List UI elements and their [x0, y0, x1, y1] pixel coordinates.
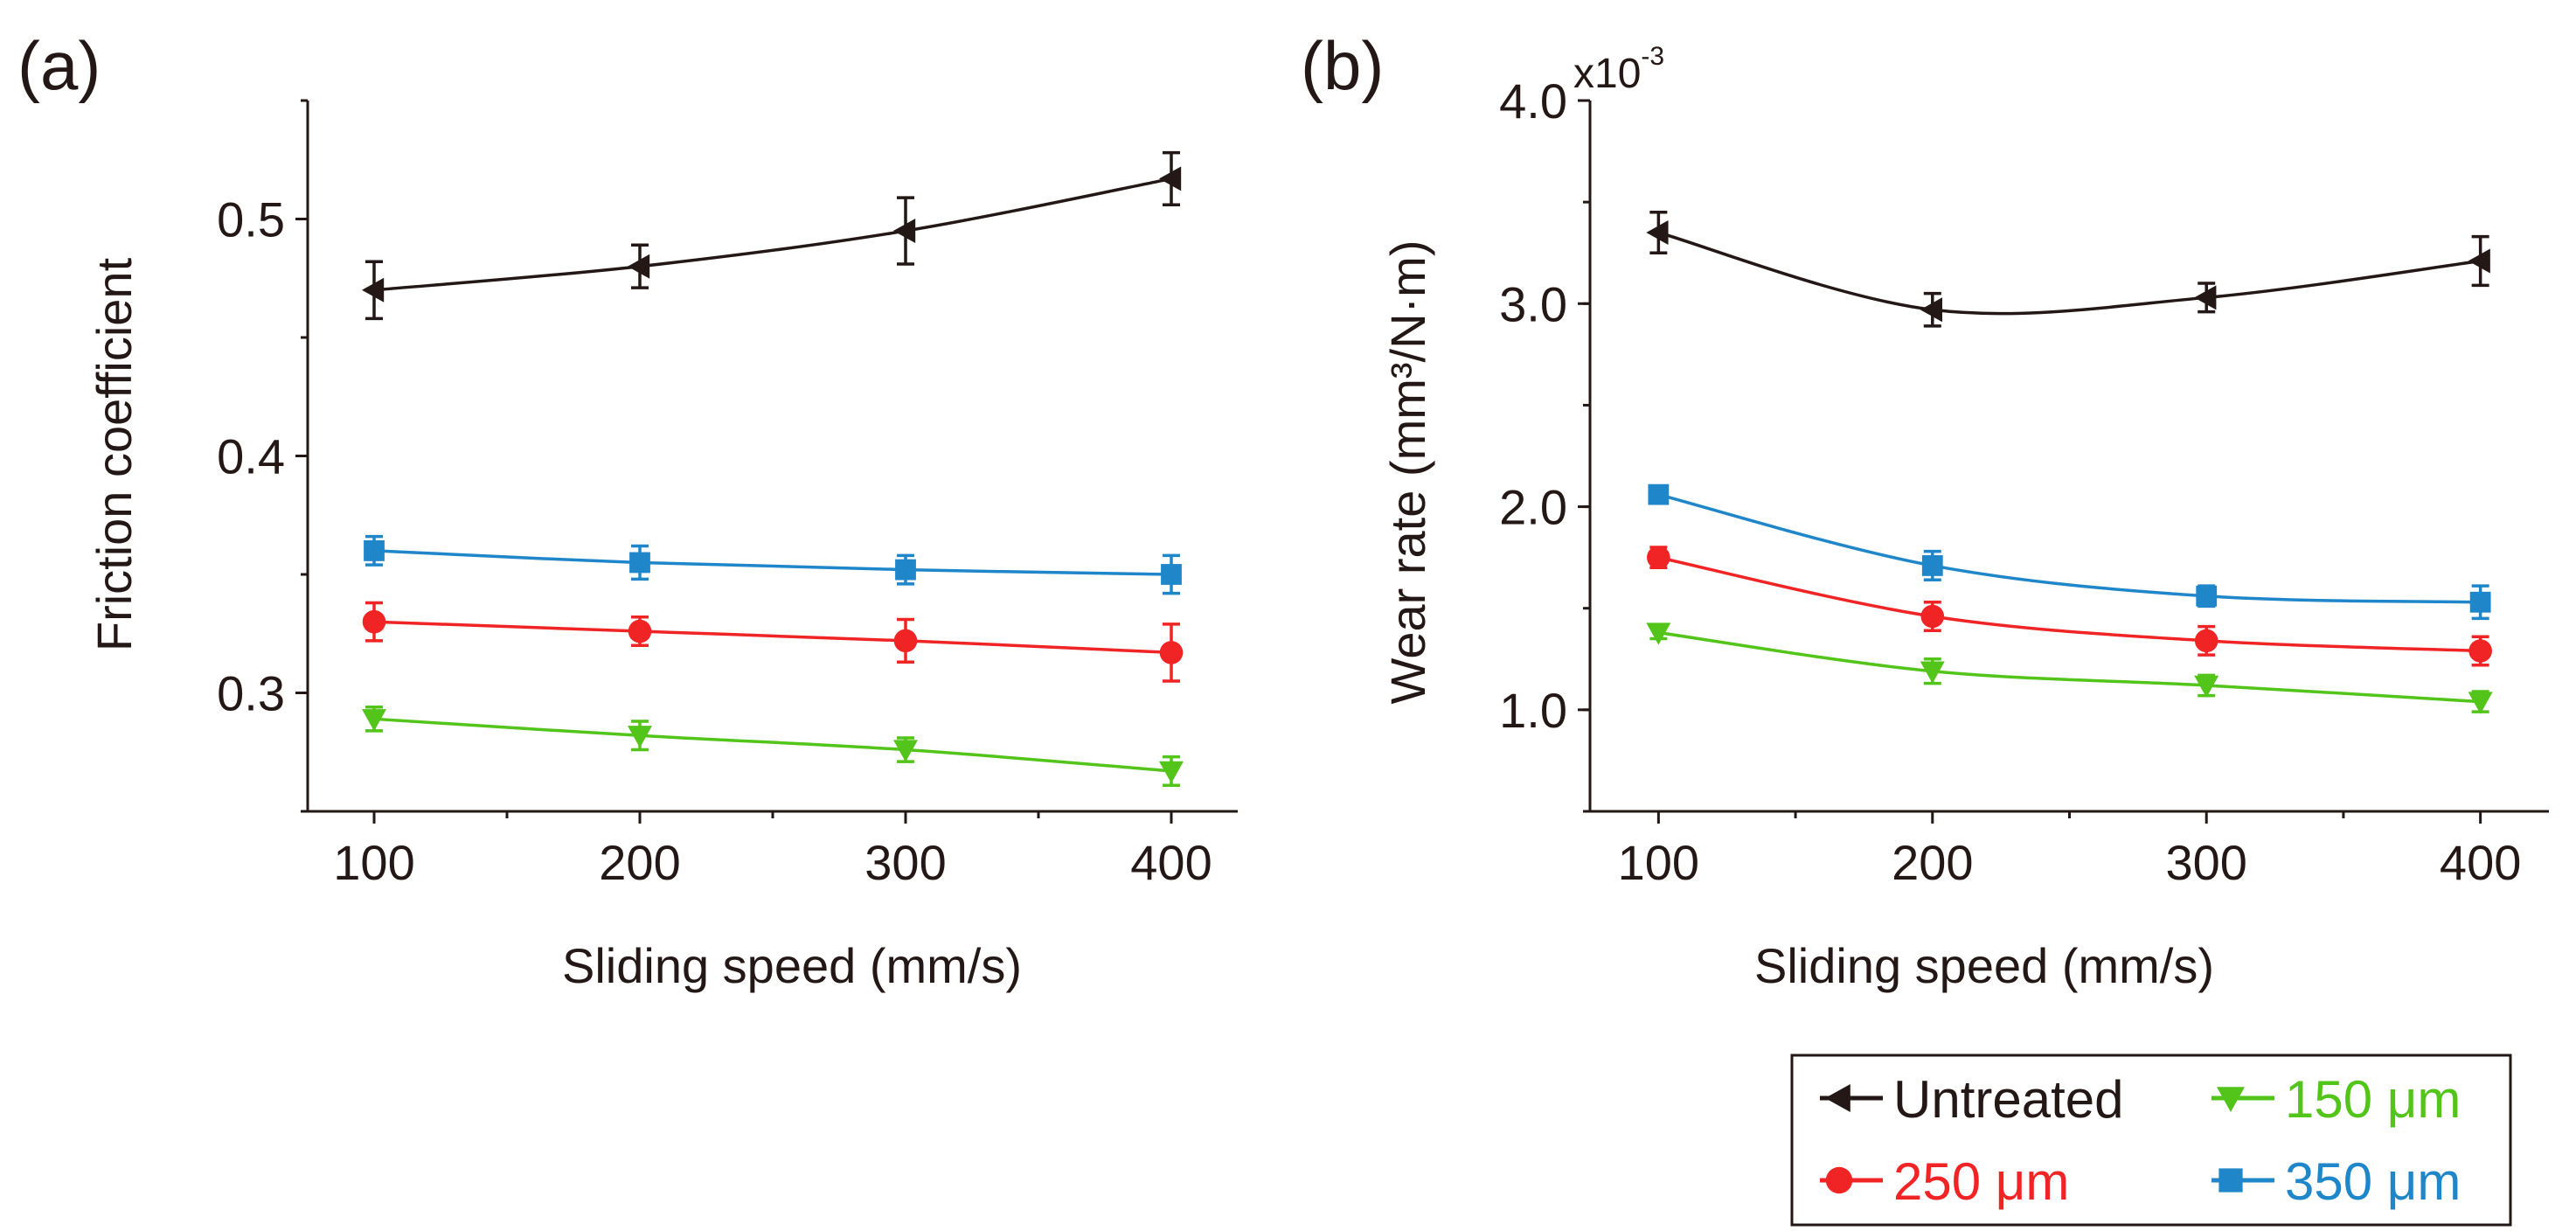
- panel-b: (b) 100 200 300 400 1.0 2.0 3.0 4.0 Sliding spe…: [1301, 27, 2549, 993]
- panel-b-y-tick-label: 2.0: [1499, 480, 1567, 535]
- legend-item-um250: 250 μm: [1820, 1152, 2069, 1211]
- panel-a-point-um350: [1161, 564, 1182, 585]
- legend-marker-um350: [2218, 1168, 2243, 1193]
- panel-b-x-tick-label: 300: [2165, 835, 2246, 890]
- panel-b-y-axis-label: Wear rate (mm³/N·m): [1380, 240, 1435, 705]
- panel-a-series-line-um250: [373, 620, 1172, 655]
- panel-a-series-line-um350: [373, 549, 1172, 576]
- panel-b-series-line-um350: [1657, 492, 2481, 604]
- panel-a-x-tick-label: 400: [1130, 835, 1212, 890]
- panel-b-point-untreated: [2194, 285, 2217, 310]
- panel-a-series-um250: [362, 601, 1184, 683]
- legend-item-um350: 350 μm: [2211, 1152, 2461, 1211]
- panel-b-chart: 100 200 300 400 1.0 2.0 3.0 4.0: [1499, 73, 2549, 890]
- panel-a-x-tick-label: 200: [599, 835, 680, 890]
- panel-a-point-um250: [893, 629, 918, 653]
- panel-a-series-untreated: [362, 150, 1182, 321]
- panel-b-series-line-untreated: [1657, 231, 2481, 316]
- panel-b-series-um350: [1648, 483, 2491, 621]
- panel-b-point-um250: [2194, 629, 2218, 653]
- panel-a-series-line-untreated: [373, 177, 1172, 292]
- panel-b-series-line-um250: [1657, 555, 2481, 653]
- panel-b-point-um250: [1920, 604, 1945, 629]
- panel-b-scale-base: x10: [1573, 51, 1641, 97]
- panel-a-point-untreated: [362, 277, 385, 303]
- panel-a-point-untreated: [893, 219, 916, 244]
- panel-a: (a) 100 200 300 400 0.3 0.4 0.5 Sliding speed …: [17, 27, 1238, 993]
- panel-a-series-um150: [362, 706, 1184, 787]
- panel-b-point-um350: [1648, 483, 1670, 505]
- panel-a-label: (a): [17, 27, 101, 104]
- panel-b-label: (b): [1301, 27, 1384, 104]
- panel-a-x-axis-label: Sliding speed (mm/s): [562, 938, 1022, 993]
- legend: Untreated 150 μm 250 μm 350 μm: [1790, 1054, 2512, 1227]
- legend-item-untreated: Untreated: [1820, 1070, 2124, 1129]
- panel-a-point-um250: [628, 619, 652, 643]
- legend-label-um150: 150 μm: [2285, 1070, 2461, 1129]
- panel-a-x-tick-label: 100: [333, 835, 414, 890]
- panel-a-point-um350: [895, 559, 916, 581]
- panel-a-point-um350: [364, 540, 385, 561]
- panel-b-series-untreated: [1646, 211, 2490, 328]
- panel-a-chart: 100 200 300 400 0.3 0.4 0.5: [217, 99, 1238, 890]
- panel-b-point-um150: [2468, 692, 2493, 714]
- panel-a-point-um250: [1159, 641, 1184, 664]
- legend-label-um250: 250 μm: [1893, 1152, 2069, 1211]
- panel-a-point-um350: [629, 552, 650, 574]
- panel-b-point-um150: [2194, 675, 2219, 698]
- panel-b-point-untreated: [1920, 297, 1942, 323]
- legend-item-um150: 150 μm: [2211, 1070, 2461, 1129]
- panel-a-point-untreated: [628, 254, 650, 279]
- panel-b-scale-exponent: -3: [1641, 42, 1664, 71]
- panel-a-series-line-um150: [373, 717, 1172, 773]
- panel-a-point-um150: [362, 709, 386, 732]
- legend-label-um350: 350 μm: [2285, 1152, 2461, 1211]
- panel-a-y-tick-label: 0.3: [217, 666, 285, 721]
- panel-b-point-untreated: [2468, 248, 2490, 274]
- legend-marker-untreated: [1825, 1084, 1850, 1112]
- panel-b-point-um350: [2469, 591, 2491, 613]
- panel-a-point-um250: [362, 609, 386, 634]
- panel-a-series-um350: [364, 534, 1182, 595]
- panel-b-point-um350: [2196, 585, 2218, 607]
- panel-b-scale-note: x10-3: [1573, 42, 1664, 97]
- panel-a-point-um150: [628, 726, 652, 748]
- panel-b-x-tick-label: 200: [1892, 835, 1973, 890]
- panel-b-point-untreated: [1646, 219, 1669, 245]
- panel-b-y-tick-label: 4.0: [1499, 73, 1567, 129]
- panel-b-series-um150: [1646, 622, 2493, 714]
- legend-marker-um150: [2217, 1087, 2245, 1112]
- panel-a-y-tick-label: 0.5: [217, 192, 285, 247]
- panel-a-y-tick-label: 0.4: [217, 429, 285, 484]
- panel-b-x-tick-label: 100: [1618, 835, 1699, 890]
- panel-b-series-line-um150: [1658, 630, 2481, 704]
- panel-b-point-um250: [2468, 639, 2492, 663]
- panel-a-point-um150: [1159, 761, 1184, 783]
- panel-b-x-axis-label: Sliding speed (mm/s): [1754, 938, 2214, 993]
- panel-b-point-um150: [1920, 661, 1945, 684]
- legend-label-untreated: Untreated: [1893, 1070, 2124, 1129]
- panel-a-y-axis-label: Friction coefficient: [87, 257, 142, 651]
- legend-marker-um250: [1825, 1166, 1853, 1194]
- panel-a-point-um150: [893, 740, 918, 762]
- panel-b-x-tick-label: 400: [2440, 835, 2521, 890]
- panel-b-point-um250: [1647, 546, 1670, 569]
- panel-b-point-um350: [1921, 555, 1943, 576]
- panel-b-y-tick-label: 1.0: [1499, 683, 1567, 738]
- legend-frame: [1790, 1054, 2512, 1227]
- panel-b-y-tick-label: 3.0: [1499, 276, 1567, 331]
- panel-a-x-tick-label: 300: [864, 835, 946, 890]
- panel-b-point-um150: [1646, 622, 1671, 645]
- panel-b-series-um250: [1647, 546, 2492, 667]
- panel-a-point-untreated: [1159, 166, 1182, 191]
